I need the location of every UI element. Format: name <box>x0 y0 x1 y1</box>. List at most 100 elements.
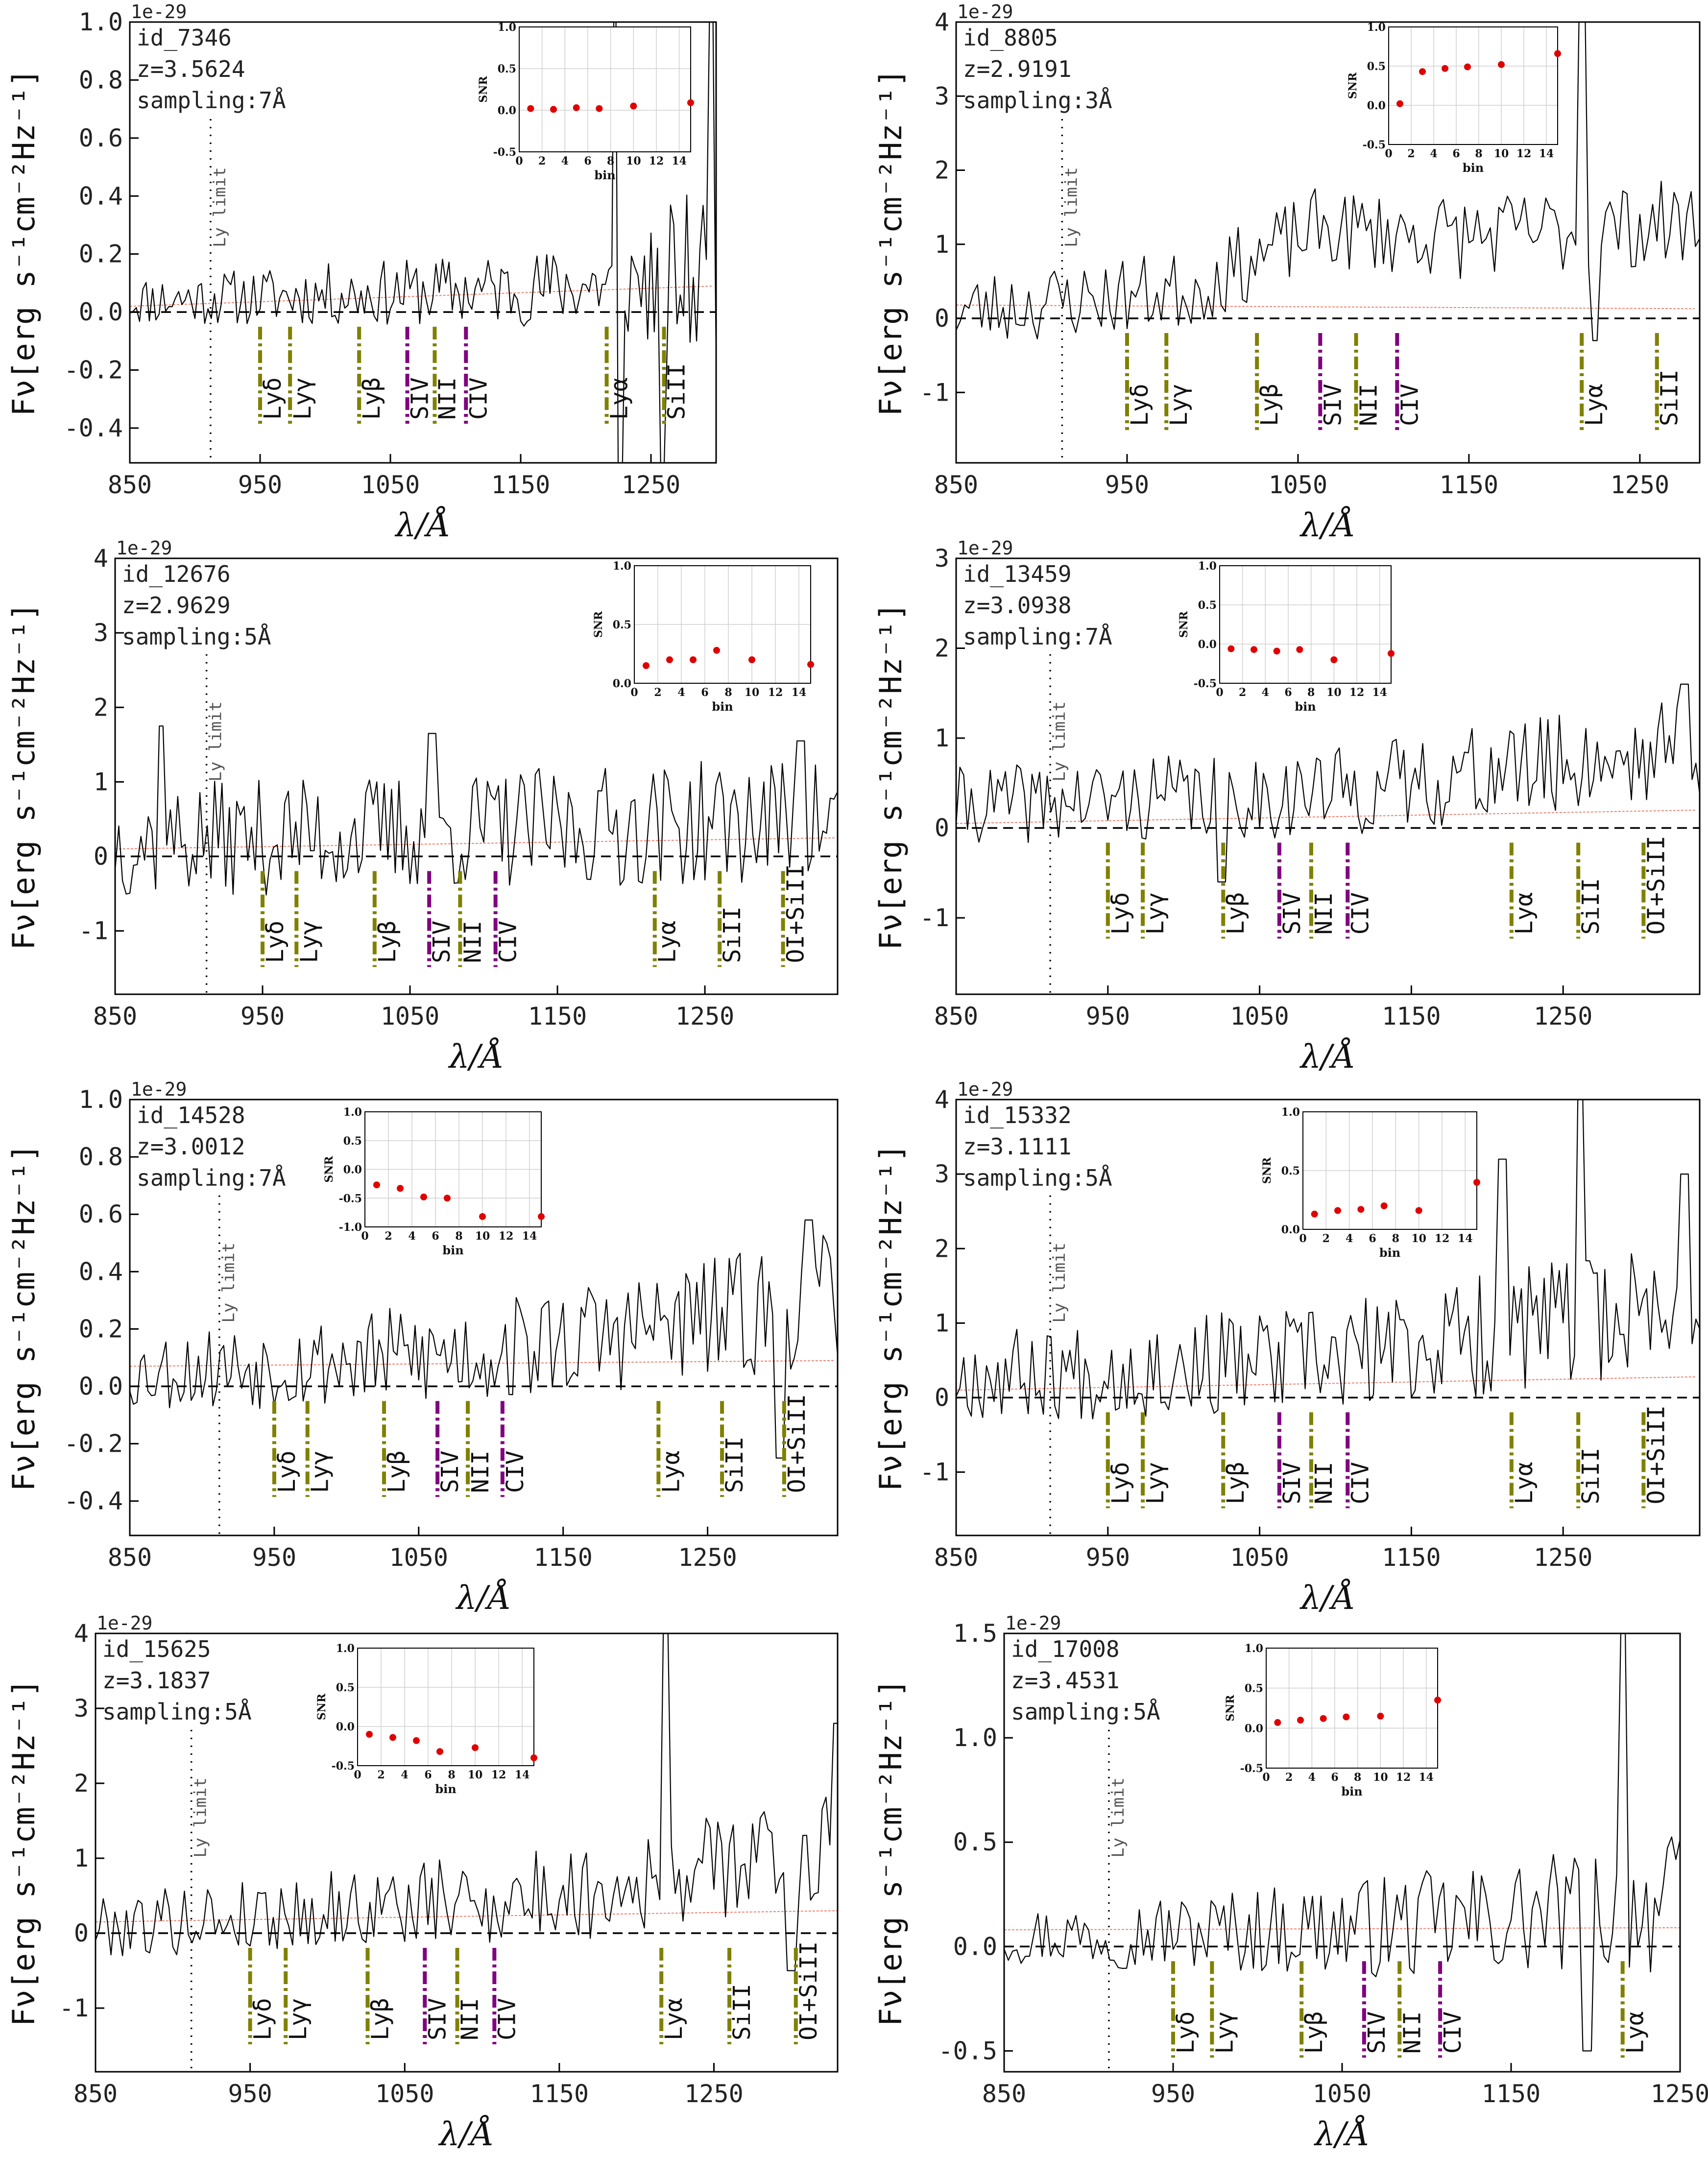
spectral-line-label: OI+SiII <box>782 864 810 963</box>
inset-x-tick-label: 0 <box>515 155 523 168</box>
spectral-line-label: NII <box>1310 1462 1338 1505</box>
spectral-line-label: Lyβ <box>1300 2011 1328 2054</box>
inset-y-tick-label: 1.0 <box>1281 1106 1300 1119</box>
inset-x-label: bin <box>712 699 733 714</box>
inset-x-tick-label: 14 <box>792 686 807 699</box>
spectral-line-label: Lyβ <box>1222 892 1250 935</box>
y-tick-label: 0 <box>935 1384 949 1412</box>
redshift-text: z=3.5624 <box>137 56 245 82</box>
x-tick-label: 1150 <box>528 1002 587 1031</box>
x-tick-label: 850 <box>93 1002 137 1031</box>
y-tick-label: 4 <box>935 8 949 36</box>
inset-x-tick-label: 8 <box>1475 147 1482 160</box>
x-tick-label: 850 <box>108 1543 152 1572</box>
snr-point <box>1442 65 1448 72</box>
inset-x-tick-label: 14 <box>1458 1232 1473 1245</box>
inset-border <box>1219 565 1392 684</box>
snr-point <box>373 1181 380 1189</box>
flux-spectrum <box>1004 1633 1680 2052</box>
inset-x-tick-label: 12 <box>1516 147 1532 160</box>
x-tick-label: 1250 <box>675 1002 734 1031</box>
x-tick-label: 1050 <box>361 471 420 499</box>
x-tick-label: 1150 <box>1382 1543 1441 1572</box>
error-spectrum <box>956 1376 1697 1391</box>
x-tick-label: 850 <box>934 1002 978 1031</box>
spectral-line-label: OI+SiII <box>795 1941 822 2040</box>
redshift-text: z=3.0012 <box>137 1133 245 1160</box>
ly-limit-label: Ly limit <box>210 167 230 247</box>
x-axis-label: λ/Å <box>1299 506 1355 544</box>
inset-y-tick-label: 0.0 <box>1367 99 1386 112</box>
y-tick-label: 3 <box>935 82 949 110</box>
x-tick-label: 1150 <box>530 2080 589 2108</box>
scale-note: 1e-29 <box>131 1 187 23</box>
y-tick-label: 0.0 <box>953 1932 997 1961</box>
y-tick-label: -0.2 <box>64 356 123 384</box>
inset-x-tick-label: 14 <box>1372 686 1387 699</box>
x-axis-label: λ/Å <box>455 1579 511 1617</box>
spectral-line-label: Lyγ <box>1142 1462 1169 1505</box>
y-tick-label: 0.8 <box>79 66 123 94</box>
snr-inset: 0 2 4 6 8 10 12 14 -0.5 0.0 0.5 1.0 bin SNR <box>315 1642 537 1796</box>
inset-x-tick-label: 8 <box>1392 1232 1399 1245</box>
spectral-line-label: SiII <box>728 1984 756 2040</box>
spectral-line-label: Lyδ <box>249 1998 277 2040</box>
inset-x-tick-label: 10 <box>745 686 760 699</box>
inset-x-tick-label: 4 <box>677 686 685 699</box>
spectral-line-label: NII <box>1310 892 1338 935</box>
inset-x-tick-label: 12 <box>1349 686 1365 699</box>
spectral-line-label: NII <box>1398 2011 1426 2054</box>
inset-x-label: bin <box>594 168 615 182</box>
flux-spectrum <box>130 1219 838 1459</box>
inset-x-tick-label: 6 <box>432 1230 439 1243</box>
snr-inset: 0 2 4 6 8 10 12 14 -0.5 0.0 0.5 1.0 bin SNR <box>477 21 694 182</box>
inset-x-tick-label: 10 <box>1494 147 1509 160</box>
x-tick-label: 1250 <box>1651 2080 1708 2108</box>
snr-point <box>1554 50 1561 57</box>
inset-x-tick-label: 0 <box>1299 1232 1306 1245</box>
y-tick-label: 0.0 <box>79 298 123 326</box>
inset-x-tick-label: 4 <box>1308 1771 1316 1784</box>
x-tick-label: 950 <box>1105 471 1149 499</box>
inset-x-tick-label: 14 <box>1539 147 1554 160</box>
snr-point <box>366 1731 373 1738</box>
redshift-text: z=3.1837 <box>102 1667 211 1694</box>
inset-x-tick-label: 0 <box>1385 147 1392 160</box>
x-tick-label: 850 <box>73 2080 118 2108</box>
snr-point <box>1419 68 1426 75</box>
spectral-line-label: SIV <box>436 1451 464 1493</box>
y-tick-label: 2 <box>935 1234 949 1263</box>
spectral-line-label: OI+SiII <box>1642 1405 1670 1504</box>
snr-point <box>1296 646 1303 653</box>
inset-y-tick-label: 0.5 <box>1367 60 1386 73</box>
snr-point <box>389 1734 396 1741</box>
inset-x-tick-label: 4 <box>401 1769 408 1781</box>
inset-x-tick-label: 2 <box>1407 147 1415 160</box>
inset-border <box>519 26 691 152</box>
spectral-line-label: Lyδ <box>273 1451 301 1493</box>
inset-x-tick-label: 6 <box>1369 1232 1376 1245</box>
spectral-line-label: Lyα <box>660 1998 688 2040</box>
axes-frame <box>955 21 1701 464</box>
x-tick-label: 1250 <box>1611 471 1669 499</box>
sampling-text: sampling:7Å <box>137 1165 286 1191</box>
snr-point <box>713 647 720 654</box>
snr-inset: 0 2 4 6 8 10 12 14 -0.5 0.0 0.5 1.0 bin SNR <box>1178 560 1395 714</box>
spectral-line-label: Lyγ <box>1165 383 1193 426</box>
inset-x-tick-label: 10 <box>468 1769 483 1781</box>
snr-point <box>1396 100 1403 107</box>
spectrum-panel-id_12676: Ly limit Lyδ Lyγ Lyβ SIV NII CIV Lyα SiII OI+SiII… <box>6 537 839 1076</box>
spectral-line-label: OI+SiII <box>783 1394 811 1493</box>
spectral-line-label: Lyδ <box>259 377 287 420</box>
inset-y-tick-label: -0.5 <box>493 146 516 159</box>
inset-border <box>357 1648 534 1766</box>
y-tick-label: 2 <box>935 634 949 663</box>
y-tick-label: 0.0 <box>79 1372 123 1401</box>
inset-y-tick-label: 0.5 <box>613 619 631 631</box>
y-tick-label: 1 <box>94 767 108 796</box>
snr-point <box>573 104 580 111</box>
spectral-line-label: Lyβ <box>367 1998 394 2040</box>
snr-point <box>1380 1202 1388 1209</box>
flux-spectrum <box>115 725 838 896</box>
